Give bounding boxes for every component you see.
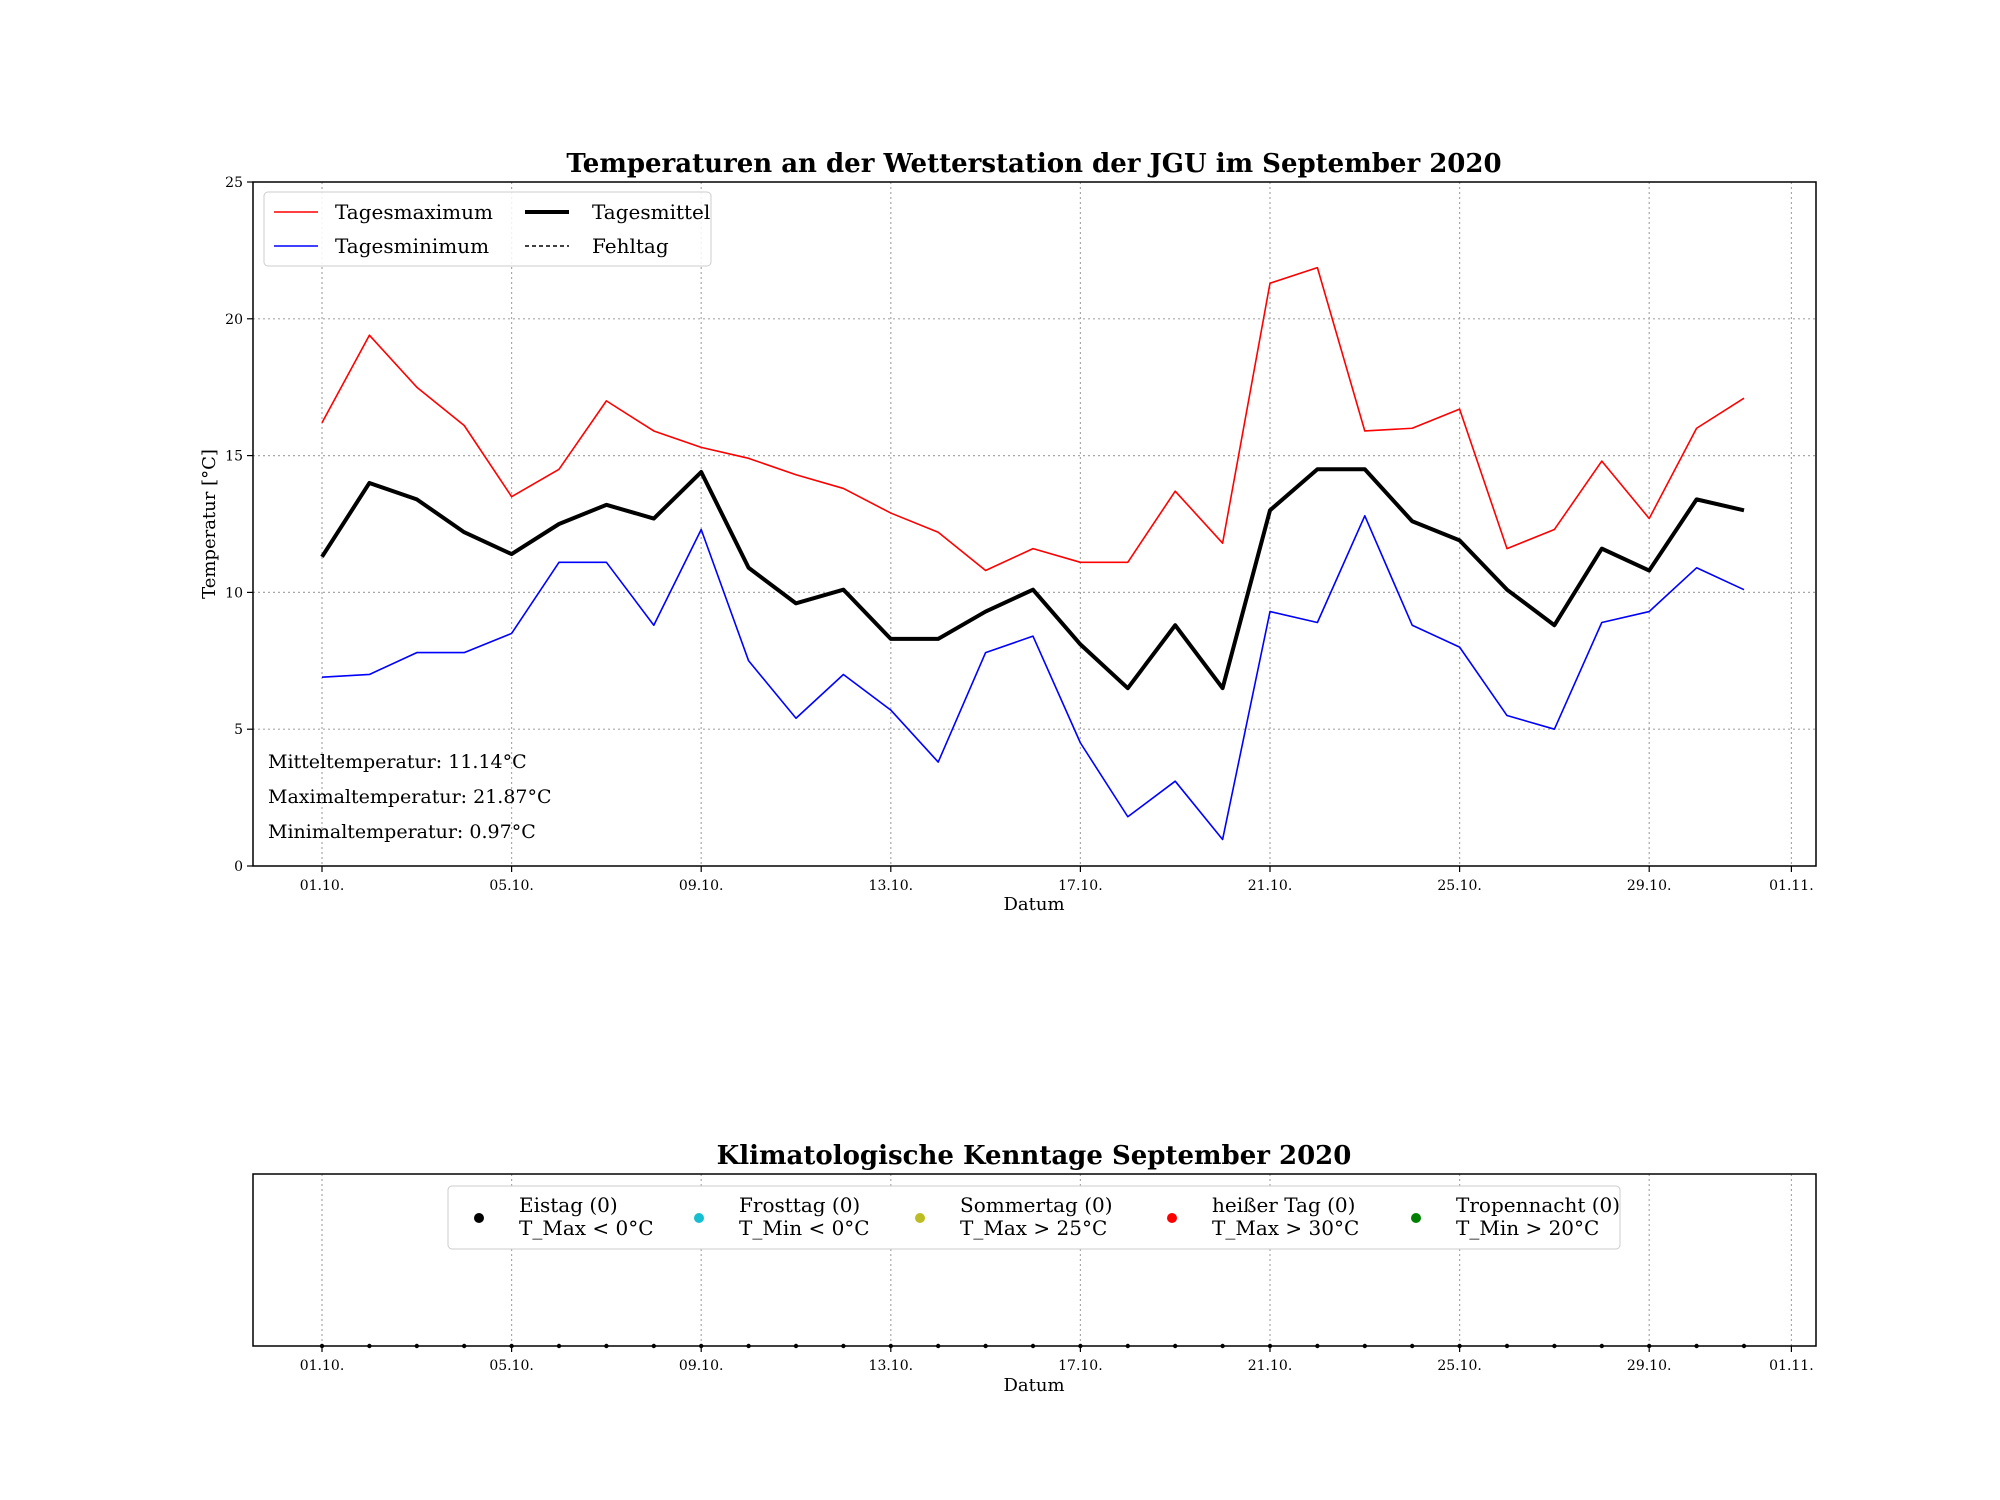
kenntage-marker-2 (915, 1213, 925, 1223)
kenntage-name-2: Sommertag (0) (960, 1193, 1113, 1217)
top-y-axis-label: Temperatur [°C] (199, 449, 220, 599)
series-line-mean (320, 467, 1745, 691)
legend-label-mean: Tagesmittel (592, 200, 710, 224)
stat-min: Minimaltemperatur: 0.97°C (268, 821, 536, 843)
top-x-ticks: 01.10. 05.10. 09.10. 13.10. 17.10. 21.10. 25.1… (300, 866, 1814, 894)
top-legend: Tagesmaximum Tagesminimum Tagesmittel Fe… (263, 191, 712, 267)
bottom-x-ticks: 01.10. 05.10. 09.10. 13.10. 17.10. 21.10. 25.1… (300, 1346, 1814, 1374)
kenntage-condition-3: T_Max > 30°C (1212, 1216, 1359, 1240)
top-xtick-label-0: 01.10. (300, 878, 345, 894)
chart-title: Temperaturen an der Wetterstation der JG… (566, 149, 1501, 179)
top-ytick-label-5: 25 (225, 175, 243, 191)
kenntage-name-0: Eistag (0) (519, 1193, 618, 1217)
series-line-max (321, 266, 1745, 572)
stat-max-label: Maximaltemperatur: (268, 786, 467, 808)
series-line-min (321, 514, 1745, 841)
kenntage-condition-1: T_Min < 0°C (739, 1216, 870, 1240)
kenntage-name-3: heißer Tag (0) (1212, 1193, 1355, 1217)
bottom-xtick-label-3: 13.10. (869, 1358, 914, 1374)
bottom-xtick-label-7: 29.10. (1627, 1358, 1672, 1374)
kenntage-title: Klimatologische Kenntage September 2020 (717, 1141, 1352, 1171)
kenntage-condition-2: T_Max > 25°C (960, 1216, 1107, 1240)
top-ytick-label-0: 0 (234, 859, 243, 875)
bottom-grid (321, 1174, 1793, 1346)
bottom-x-axis-label: Datum (1003, 1375, 1064, 1396)
top-xtick-label-1: 05.10. (489, 878, 534, 894)
top-x-axis-label: Datum (1003, 894, 1064, 915)
stats-annotations: Mitteltemperatur: 11.14°C Maximaltempera… (268, 751, 552, 843)
kenntage-condition-0: T_Max < 0°C (519, 1216, 654, 1240)
bottom-xtick-label-8: 01.11. (1769, 1358, 1814, 1374)
stat-mean-value: 11.14°C (448, 751, 526, 773)
stat-max: Maximaltemperatur: 21.87°C (268, 786, 552, 808)
bottom-xtick-label-2: 09.10. (679, 1358, 724, 1374)
bottom-xtick-label-0: 01.10. (300, 1358, 345, 1374)
kenntage-legend-frame (447, 1185, 1621, 1250)
kenntage-name-4: Tropennacht (0) (1456, 1193, 1620, 1217)
kenntage-marker-4 (1411, 1213, 1421, 1223)
kenntage-condition-4: T_Min > 20°C (1456, 1216, 1599, 1240)
stat-mean: Mitteltemperatur: 11.14°C (268, 751, 527, 773)
top-xtick-label-8: 01.11. (1769, 878, 1814, 894)
bottom-plot-frame (252, 1173, 1817, 1347)
top-ytick-label-4: 20 (225, 312, 243, 328)
kenntage-marker-3 (1167, 1213, 1177, 1223)
legend-label-missing: Fehltag (592, 234, 669, 258)
top-xtick-label-3: 13.10. (869, 878, 914, 894)
top-ytick-label-1: 5 (234, 722, 243, 738)
legend-label-max: Tagesmaximum (335, 200, 493, 224)
top-xtick-label-2: 09.10. (679, 878, 724, 894)
top-legend-frame (263, 191, 712, 267)
top-xtick-label-4: 17.10. (1058, 878, 1103, 894)
top-y-ticks: 0 5 10 15 20 25 (225, 175, 253, 875)
bottom-xtick-label-1: 05.10. (489, 1358, 534, 1374)
kenntage-name-1: Frosttag (0) (739, 1193, 860, 1217)
stat-mean-label: Mitteltemperatur: (268, 751, 442, 773)
top-ytick-label-3: 15 (225, 449, 243, 465)
bottom-xtick-label-6: 25.10. (1437, 1358, 1482, 1374)
top-xtick-label-5: 21.10. (1248, 878, 1293, 894)
kenntage-marker-0 (474, 1213, 484, 1223)
legend-label-min: Tagesminimum (335, 234, 489, 258)
top-series-group (320, 266, 1745, 841)
stat-min-value: 0.97°C (469, 821, 535, 843)
top-ytick-label-2: 10 (225, 585, 243, 601)
bottom-xtick-label-4: 17.10. (1058, 1358, 1103, 1374)
top-xtick-label-7: 29.10. (1627, 878, 1672, 894)
kenntage-legend: Eistag (0)T_Max < 0°C Frosttag (0)T_Min <… (447, 1185, 1621, 1250)
stat-max-value: 21.87°C (473, 786, 551, 808)
top-xtick-label-6: 25.10. (1437, 878, 1482, 894)
kenntage-marker-1 (694, 1213, 704, 1223)
top-plot-frame (252, 181, 1817, 867)
bottom-xtick-label-5: 21.10. (1248, 1358, 1293, 1374)
stat-min-label: Minimaltemperatur: (268, 821, 463, 843)
top-grid (253, 182, 1816, 866)
